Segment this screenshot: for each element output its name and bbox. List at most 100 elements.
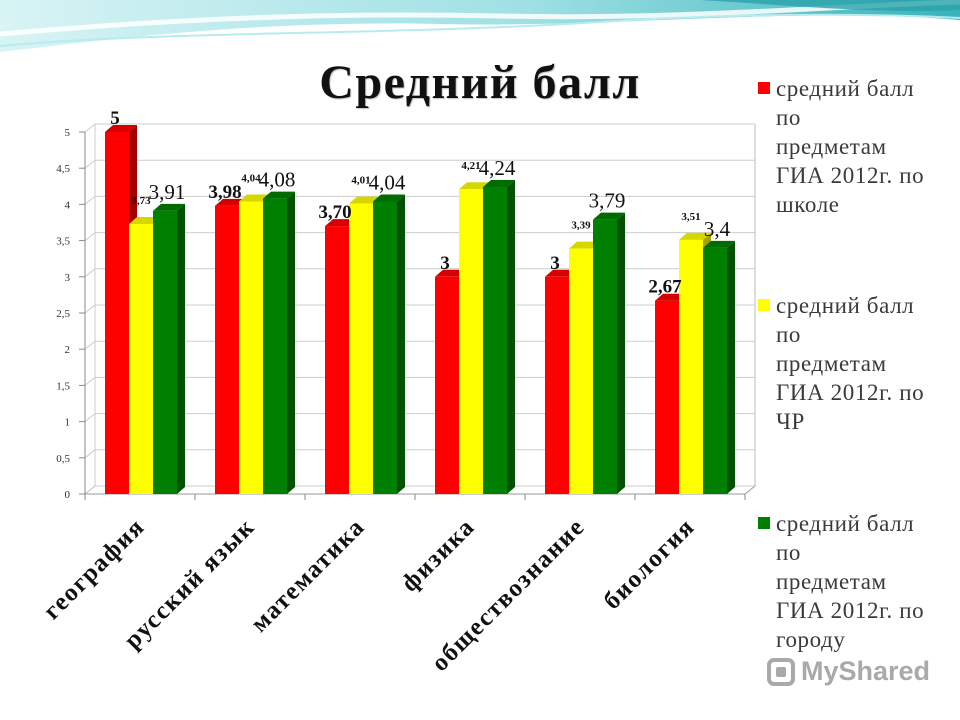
- gridline: [84, 159, 755, 169]
- legend-label: средний балл по предметам ГИА 2012г. по …: [776, 293, 925, 434]
- data-label: 5: [110, 108, 120, 129]
- bar-side-face: [287, 191, 295, 494]
- data-label: 3,39: [571, 220, 591, 232]
- chart-title: Средний балл: [319, 56, 641, 109]
- gridline: [84, 268, 755, 278]
- data-label: 4,04: [241, 173, 261, 185]
- bar-side-face: [617, 212, 625, 494]
- gridline: [84, 340, 755, 350]
- gridline: [84, 449, 755, 459]
- bar-front-face: [153, 210, 177, 494]
- bar-front-face: [373, 201, 397, 494]
- bar-front-face: [215, 205, 239, 494]
- bar-front-face: [435, 276, 459, 494]
- y-tick-label: 3,5: [56, 236, 70, 248]
- bar-front-face: [593, 219, 617, 494]
- bar-top-face: [593, 212, 625, 220]
- bar-front-face: [655, 300, 679, 494]
- logo-frame: [767, 657, 795, 686]
- data-label: 3,91: [149, 180, 186, 204]
- myshared-logo-icon: [767, 657, 795, 686]
- chart-data-labels: 53,983,703 32,673,734,04 4,014,213,393,513…: [110, 108, 730, 298]
- y-tick-label: 2,5: [56, 308, 70, 320]
- data-label: 3,4: [704, 217, 731, 241]
- logo-core: [776, 666, 786, 677]
- legend-swatch-yellow: [758, 299, 770, 311]
- background-decoration: [0, 0, 960, 52]
- bar-s3-c5: [593, 212, 625, 494]
- bar-front-face: [545, 276, 569, 494]
- data-label: 3,98: [208, 182, 241, 203]
- gridline: [84, 195, 755, 205]
- category-label: математика: [246, 513, 370, 637]
- bar-front-face: [459, 189, 483, 495]
- y-tick-label: 0,5: [56, 453, 70, 465]
- legend-item-republic: средний балл по предметам ГИА 2012г. по …: [758, 291, 924, 436]
- bar-top-face: [105, 125, 137, 132]
- legend-item-city: средний балл по предметам ГИА 2012г. по …: [758, 509, 924, 654]
- legend-label: средний балл по предметам ГИА 2012г. по …: [776, 76, 925, 217]
- data-label: 3: [550, 253, 560, 274]
- background-line: [0, 13, 960, 47]
- data-label: 3: [440, 253, 450, 274]
- watermark: MyShared: [766, 656, 930, 687]
- data-label: 3,79: [589, 189, 626, 213]
- bar-s3-c2: [263, 191, 295, 494]
- legend-swatch-green: [758, 517, 770, 529]
- y-tick-label: 1,5: [56, 380, 70, 392]
- bar-side-face: [397, 194, 405, 494]
- gridline: [84, 413, 755, 422]
- data-label: 3,73: [131, 195, 151, 207]
- bar-top-face: [483, 180, 515, 188]
- y-tick-label: 1: [65, 417, 71, 429]
- category-label: биология: [598, 513, 700, 615]
- legend-item-school: средний балл по предметам ГИА 2012г. по …: [758, 74, 924, 219]
- data-label: 4,04: [369, 171, 406, 195]
- y-tick-label: 4,5: [56, 163, 70, 175]
- bar-top-face: [373, 194, 405, 202]
- bar-s3-c3: [373, 194, 405, 494]
- bar-top-face: [679, 232, 711, 240]
- y-tick-label: 3: [65, 272, 71, 284]
- bar-top-face: [263, 191, 295, 199]
- legend-swatch-red: [758, 82, 770, 94]
- chart-floor: [83, 485, 757, 495]
- data-label: 4,01: [351, 175, 370, 187]
- bar-side-face: [177, 203, 185, 494]
- category-label: физика: [396, 513, 480, 597]
- y-tick-label: 5: [65, 127, 71, 139]
- bar-front-face: [569, 248, 593, 494]
- data-label: 3,70: [318, 202, 351, 223]
- bar-front-face: [239, 201, 263, 494]
- watermark-text: MyShared: [801, 656, 931, 686]
- chart-bars: [105, 125, 735, 495]
- data-label: 2,67: [648, 277, 682, 298]
- bar-s3-c4: [483, 180, 515, 495]
- bar-front-face: [263, 198, 287, 494]
- bar-s3-c1: [153, 203, 185, 494]
- bar-s3-c6: [703, 240, 735, 494]
- data-label: 4,24: [479, 156, 516, 180]
- y-tick-label: 4: [65, 199, 71, 211]
- bar-side-face: [727, 240, 735, 494]
- bar-front-face: [129, 223, 153, 494]
- data-label: 4,08: [259, 168, 296, 192]
- bar-side-face: [507, 180, 515, 495]
- bar-top-face: [703, 240, 735, 248]
- gridline: [84, 376, 755, 386]
- gridline: [84, 123, 755, 133]
- bar-front-face: [483, 187, 507, 495]
- category-label: география: [38, 513, 150, 625]
- data-label: 3,51: [681, 211, 700, 223]
- bar-front-face: [679, 239, 703, 494]
- data-label: 4,21: [461, 160, 480, 172]
- y-tick-label: 0: [65, 489, 71, 501]
- bar-front-face: [105, 132, 129, 494]
- y-tick-label: 2: [65, 344, 71, 356]
- bar-front-face: [349, 203, 373, 494]
- bar-top-face: [153, 203, 185, 211]
- chart-walls: [83, 123, 757, 495]
- gridline: [84, 304, 755, 314]
